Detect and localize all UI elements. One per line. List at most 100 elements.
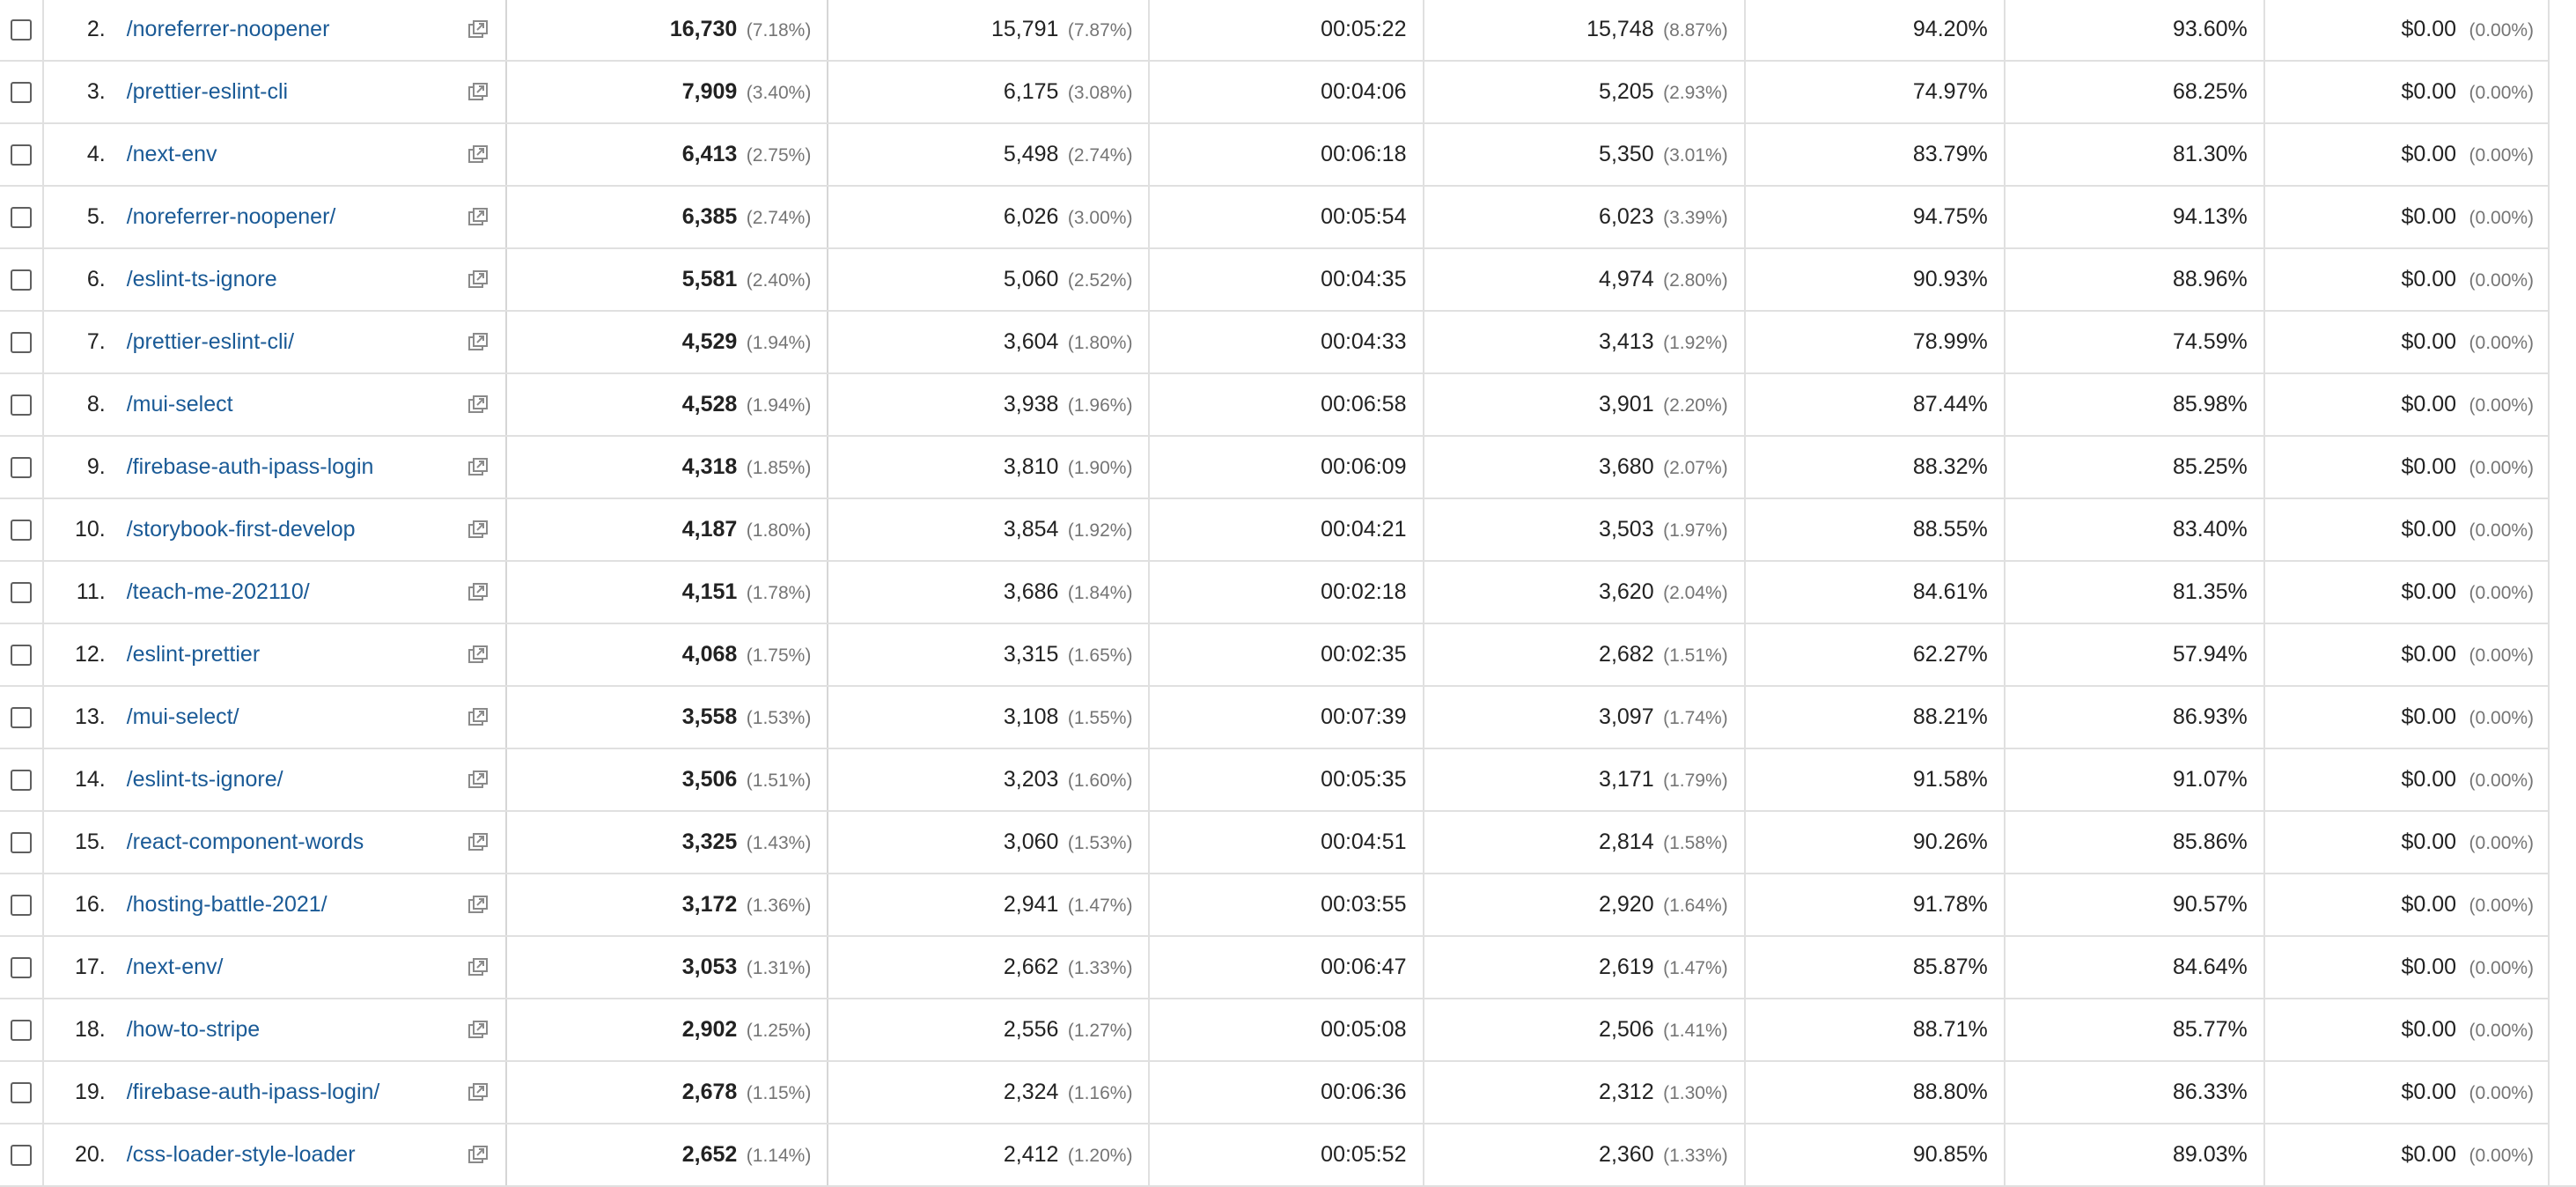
open-page-in-new-window-icon[interactable] <box>467 1144 489 1167</box>
unique-pageviews-cell: 6,026 (3.00%) <box>828 186 1151 249</box>
open-page-in-new-window-icon[interactable] <box>467 644 489 667</box>
row-checkbox[interactable] <box>10 19 32 41</box>
unique-pageviews-cell: 3,938 (1.96%) <box>828 373 1151 437</box>
open-page-in-new-window-icon[interactable] <box>467 894 489 917</box>
page-path-link[interactable]: /noreferrer-noopener/ <box>126 204 336 229</box>
row-checkbox[interactable] <box>10 394 32 417</box>
unique-pageviews-cell: 2,662 (1.33%) <box>828 936 1151 999</box>
page-value-cell: $0.00 (0.00%) <box>2263 186 2550 249</box>
page-value: $0.00 <box>2401 579 2457 604</box>
row-checkbox[interactable] <box>10 832 32 854</box>
bounce-rate-cell: 94.75% <box>1744 186 2006 249</box>
page-path-link[interactable]: /eslint-prettier <box>126 642 261 667</box>
page-cell: /how-to-stripe <box>105 999 508 1062</box>
page-path-link[interactable]: /css-loader-style-loader <box>126 1142 356 1167</box>
row-checkbox[interactable] <box>10 520 32 542</box>
page-path-link[interactable]: /prettier-eslint-cli/ <box>126 329 295 354</box>
open-page-in-new-window-icon[interactable] <box>467 206 489 229</box>
page-path-link[interactable]: /eslint-ts-ignore/ <box>126 767 283 792</box>
open-page-in-new-window-icon[interactable] <box>467 269 489 291</box>
bounce-rate-cell: 74.97% <box>1744 61 2006 124</box>
page-path-link[interactable]: /how-to-stripe <box>126 1017 261 1042</box>
page-path-link[interactable]: /next-env <box>126 142 217 166</box>
unique-pageviews-value: 3,686 <box>1003 579 1059 604</box>
entrances-cell: 3,620 (2.04%) <box>1423 561 1746 624</box>
row-index: 13. <box>74 704 106 729</box>
page-value: $0.00 <box>2401 1142 2457 1167</box>
pageviews-percent: (1.94%) <box>746 333 812 353</box>
page-value-percent: (0.00%) <box>2469 208 2535 228</box>
page-cell: /storybook-first-develop <box>105 498 508 562</box>
page-path-link[interactable]: /hosting-battle-2021/ <box>126 892 328 917</box>
page-value-cell: $0.00 (0.00%) <box>2263 436 2550 499</box>
open-page-in-new-window-icon[interactable] <box>467 769 489 792</box>
open-page-in-new-window-icon[interactable] <box>467 331 489 354</box>
page-path-link[interactable]: /firebase-auth-ipass-login <box>126 454 374 479</box>
entrances-cell: 5,350 (3.01%) <box>1423 123 1746 187</box>
open-page-in-new-window-icon[interactable] <box>467 18 489 41</box>
row-select-cell <box>0 1061 44 1124</box>
page-value-cell: $0.00 (0.00%) <box>2263 748 2550 812</box>
row-checkbox[interactable] <box>10 582 32 604</box>
page-value-cell: $0.00 (0.00%) <box>2263 999 2550 1062</box>
row-index: 10. <box>74 517 106 542</box>
row-checkbox[interactable] <box>10 82 32 104</box>
row-checkbox[interactable] <box>10 1082 32 1104</box>
avg-time-cell: 00:05:22 <box>1149 0 1424 62</box>
page-path-link[interactable]: /mui-select/ <box>126 704 239 729</box>
page-path-link[interactable]: /mui-select <box>126 392 233 417</box>
row-checkbox[interactable] <box>10 269 32 291</box>
row-checkbox[interactable] <box>10 1020 32 1042</box>
bounce-rate-value: 87.44% <box>1912 392 1988 417</box>
page-path-link[interactable]: /firebase-auth-ipass-login/ <box>126 1080 380 1104</box>
row-index-cell: 17. <box>42 936 106 999</box>
avg-time-cell: 00:02:18 <box>1149 561 1424 624</box>
page-cell: /next-env/ <box>105 936 508 999</box>
row-checkbox[interactable] <box>10 457 32 479</box>
page-cell: /noreferrer-noopener <box>105 0 508 62</box>
open-page-in-new-window-icon[interactable] <box>467 1019 489 1042</box>
page-value: $0.00 <box>2401 329 2457 354</box>
row-checkbox[interactable] <box>10 332 32 354</box>
row-checkbox[interactable] <box>10 895 32 917</box>
open-page-in-new-window-icon[interactable] <box>467 519 489 542</box>
page-path-link[interactable]: /prettier-eslint-cli <box>126 79 289 104</box>
page-path-link[interactable]: /next-env/ <box>126 955 224 979</box>
pageviews-cell: 4,068 (1.75%) <box>506 623 829 687</box>
row-index: 14. <box>74 767 106 792</box>
page-path-link[interactable]: /eslint-ts-ignore <box>126 267 277 291</box>
page-value-percent: (0.00%) <box>2469 1146 2535 1166</box>
exit-percent-value: 94.13% <box>2173 204 2248 229</box>
row-checkbox[interactable] <box>10 1145 32 1167</box>
row-checkbox[interactable] <box>10 645 32 667</box>
table-row: 8. /mui-select 4,528 (1.94%) <box>0 373 2576 437</box>
page-value: $0.00 <box>2401 767 2457 792</box>
pageviews-cell: 4,529 (1.94%) <box>506 311 829 374</box>
open-page-in-new-window-icon[interactable] <box>467 706 489 729</box>
page-value: $0.00 <box>2401 704 2457 729</box>
pageviews-cell: 16,730 (7.18%) <box>506 0 829 62</box>
unique-pageviews-value: 6,175 <box>1003 79 1059 104</box>
open-page-in-new-window-icon[interactable] <box>467 144 489 166</box>
open-page-in-new-window-icon[interactable] <box>467 456 489 479</box>
page-path-link[interactable]: /teach-me-202110/ <box>126 579 310 604</box>
open-page-in-new-window-icon[interactable] <box>467 394 489 417</box>
unique-pageviews-cell: 2,412 (1.20%) <box>828 1124 1151 1187</box>
open-page-in-new-window-icon[interactable] <box>467 831 489 854</box>
page-path-link[interactable]: /noreferrer-noopener <box>126 17 330 41</box>
entrances-percent: (2.93%) <box>1663 83 1728 103</box>
row-checkbox[interactable] <box>10 707 32 729</box>
row-checkbox[interactable] <box>10 770 32 792</box>
open-page-in-new-window-icon[interactable] <box>467 81 489 104</box>
row-index: 19. <box>74 1080 106 1104</box>
page-path-link[interactable]: /storybook-first-develop <box>126 517 356 542</box>
row-checkbox[interactable] <box>10 957 32 979</box>
row-index-cell: 8. <box>42 373 106 437</box>
row-checkbox[interactable] <box>10 144 32 166</box>
open-page-in-new-window-icon[interactable] <box>467 581 489 604</box>
page-path-link[interactable]: /react-component-words <box>126 829 364 854</box>
row-checkbox[interactable] <box>10 207 32 229</box>
open-page-in-new-window-icon[interactable] <box>467 1081 489 1104</box>
open-page-in-new-window-icon[interactable] <box>467 956 489 979</box>
entrances-percent: (1.33%) <box>1663 1146 1728 1166</box>
